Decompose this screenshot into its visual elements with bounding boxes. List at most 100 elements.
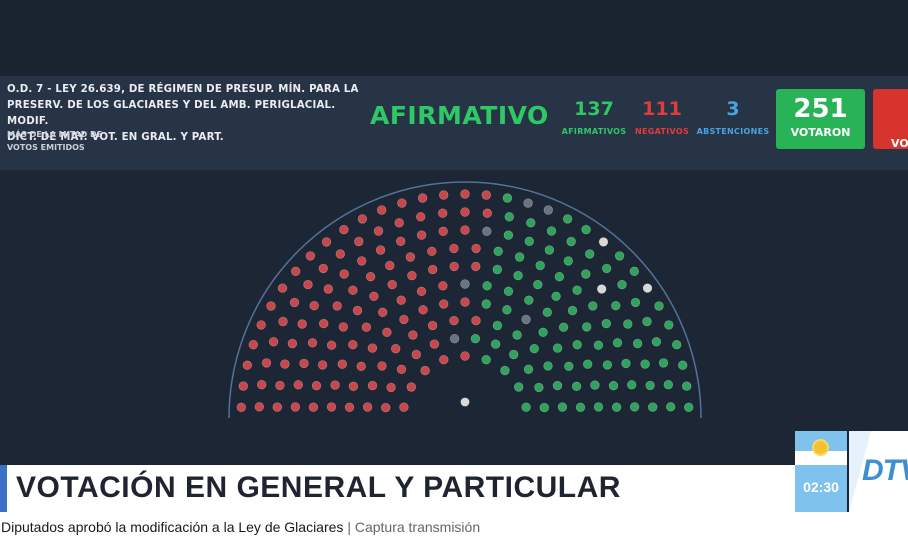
seat-negative [266,301,276,311]
seat-negative [377,205,387,215]
seat-negative [354,236,364,247]
seat-negative [280,359,290,369]
negativos-count: 111 [642,98,682,120]
broadcast-screen: O.D. 7 - LEY 26.639, DE RÉGIMEN DE PRESU… [0,0,908,512]
seat-negative [378,307,388,318]
seat-negative [297,319,307,329]
seat-negative [438,226,448,236]
seat-positive [562,214,573,224]
seat-positive [601,318,611,329]
seat-negative [344,402,355,413]
seat-positive [671,340,682,350]
seat-negative [408,330,418,340]
seat-positive [630,297,641,308]
seat-positive [493,246,503,257]
seat-positive [512,330,522,340]
seat-negative [439,299,449,309]
seat-positive [502,305,512,315]
seat-positive [492,264,502,275]
seat-president [460,397,470,407]
seat-positive [611,402,622,412]
seat-positive [502,193,513,203]
seat-negative [339,269,349,279]
seat-positive [551,291,561,302]
seat-negative [311,381,322,391]
seat-negative [449,315,459,326]
seat-positive [590,380,600,390]
seat-positive [612,338,623,348]
seat-negative [352,305,363,316]
seat-positive [557,402,568,412]
seat-abstention [598,237,609,247]
seat-positive [601,263,612,274]
channel-logo: DTV [849,431,908,512]
seat-positive [572,285,582,295]
seat-negative [361,322,372,332]
seat-negative [449,261,459,272]
seat-negative [417,193,428,203]
seat-positive [611,301,621,311]
seat-negative [319,318,329,329]
seat-negative [387,279,397,290]
seat-positive [514,252,525,262]
seat-negative [460,207,470,217]
chamber-seat-map [228,181,702,419]
seat-positive [544,245,555,255]
seat-negative [236,402,247,413]
seat-negative [406,382,416,392]
red-status-box: VOT [873,89,908,149]
red-box-label: VOT [891,137,908,149]
seat-positive [582,359,593,369]
seat-negative [381,402,391,413]
seat-negative [256,320,266,330]
seat-positive [647,402,658,412]
seat-positive [621,358,631,369]
seat-positive [581,224,591,235]
seat-positive [608,381,619,391]
seat-positive [588,301,598,311]
seat-positive [593,340,604,350]
seat-positive [629,266,639,277]
seat-negative [397,198,407,208]
seat-negative [460,351,470,361]
seat-positive [554,271,565,282]
seat-positive [593,402,604,412]
seat-negative [411,349,421,360]
seat-positive [564,361,574,372]
seat-negative [278,316,288,327]
seat-negative [471,243,481,254]
seat-negative [420,365,430,376]
seat-negative [416,212,426,222]
seat-positive [658,358,669,368]
seat-negative [396,295,406,305]
logo-decoration [849,431,871,512]
seat-negative [391,344,401,354]
seat-negative [277,283,288,293]
seat-negative [348,381,359,392]
vote-result: AFIRMATIVO [370,101,549,130]
seat-negative [326,340,337,350]
seat-abstention [642,283,653,293]
flag-stripe-bottom [795,465,847,512]
seat-negative [321,237,332,247]
seat-negative [429,339,440,349]
negativos-stat: 111 NEGATIVOS [617,96,707,138]
abstenciones-label: ABSTENCIONES [696,127,770,136]
seat-negative [305,251,316,261]
seat-negative [460,189,470,199]
seat-positive [651,337,662,347]
seat-negative [438,208,448,218]
top-strip [0,0,908,76]
seat-negative [348,285,358,295]
seat-negative [394,218,404,228]
afirmativos-stat: 137 AFIRMATIVOS [549,96,639,138]
seat-negative [460,297,470,307]
seat-negative [416,230,427,240]
seat-negative [268,337,279,347]
seat-negative [399,402,409,412]
seat-positive [470,334,481,344]
seat-negative [427,246,437,257]
seat-negative [375,245,386,255]
seat-positive [581,322,592,332]
seat-positive [623,319,633,329]
